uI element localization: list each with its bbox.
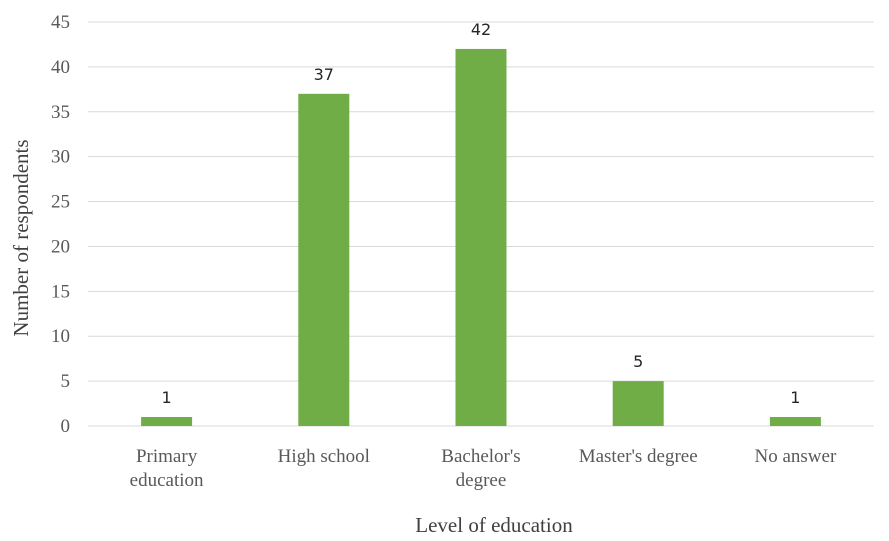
y-tick-label: 25 bbox=[51, 192, 70, 213]
bar bbox=[769, 417, 821, 426]
y-tick-label: 0 bbox=[61, 416, 71, 437]
x-axis-ticks: Primary education High school Bachelor's deg… bbox=[130, 446, 837, 491]
bar bbox=[455, 48, 507, 426]
y-axis-title: Number of respondents bbox=[9, 139, 33, 336]
y-axis-ticks: 0 5 10 15 20 25 30 35 40 45 bbox=[51, 12, 70, 437]
x-axis-title: Level of education bbox=[415, 513, 573, 537]
bar bbox=[612, 381, 664, 426]
data-label: 37 bbox=[314, 65, 334, 84]
bar bbox=[298, 93, 350, 427]
x-tick-label: Master's degree bbox=[579, 446, 698, 467]
y-tick-label: 45 bbox=[51, 12, 70, 33]
x-tick-label: Bachelor's degree bbox=[441, 446, 520, 491]
bars bbox=[141, 48, 821, 427]
y-tick-label: 30 bbox=[51, 147, 70, 168]
data-label: 1 bbox=[162, 388, 172, 407]
x-tick-label: High school bbox=[278, 446, 370, 467]
data-label: 1 bbox=[790, 388, 800, 407]
y-tick-label: 5 bbox=[61, 371, 71, 392]
y-tick-label: 20 bbox=[51, 236, 70, 257]
y-tick-label: 15 bbox=[51, 281, 70, 302]
bar bbox=[141, 417, 193, 426]
x-tick-label: No answer bbox=[755, 446, 837, 467]
data-label: 42 bbox=[471, 20, 491, 39]
x-tick-label: Primary education bbox=[130, 446, 204, 491]
y-tick-label: 40 bbox=[51, 57, 70, 78]
data-labels: 1 37 42 5 1 bbox=[162, 20, 801, 407]
y-tick-label: 10 bbox=[51, 326, 70, 347]
y-tick-label: 35 bbox=[51, 102, 70, 123]
data-label: 5 bbox=[633, 352, 643, 371]
